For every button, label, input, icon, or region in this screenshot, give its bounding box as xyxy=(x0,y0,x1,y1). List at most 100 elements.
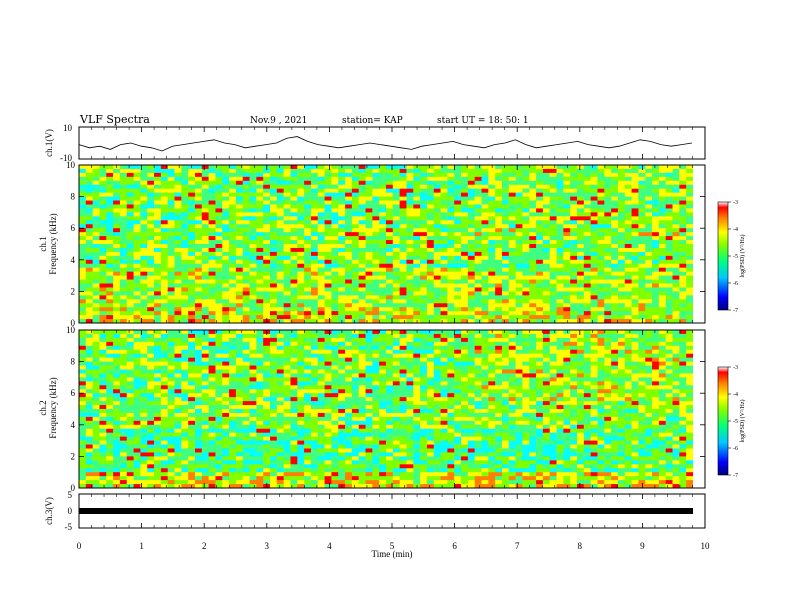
spectrogram-cell xyxy=(283,440,291,445)
spectrogram-cell xyxy=(392,180,401,186)
spectrogram-cell xyxy=(304,444,312,449)
spectrogram-cell xyxy=(365,212,373,217)
spectrogram-cell xyxy=(358,251,366,257)
spectrogram-cell xyxy=(249,172,257,178)
spectrogram-cell xyxy=(290,377,298,382)
spectrogram-cell xyxy=(577,311,585,316)
spectrogram-cell xyxy=(106,456,114,461)
spectrogram-cell xyxy=(106,299,114,304)
spectrogram-cell xyxy=(611,204,619,209)
spectrogram-cell xyxy=(501,244,510,249)
spectrogram-cell xyxy=(160,180,169,186)
spectrogram-cell xyxy=(652,319,660,324)
spectrogram-cell xyxy=(201,397,210,402)
spectrogram-cell xyxy=(399,267,407,273)
spectrogram-cell xyxy=(99,361,107,366)
spectrogram-cell xyxy=(447,192,455,197)
spectrogram-cell xyxy=(99,452,107,457)
spectrogram-cell xyxy=(92,472,100,477)
spectrogram-cell xyxy=(208,165,216,170)
spectrogram-cell xyxy=(304,271,312,276)
spectrogram-cell xyxy=(297,295,305,300)
spectrogram-cell xyxy=(399,176,407,182)
spectrogram-cell xyxy=(549,236,557,241)
spectrogram-cell xyxy=(420,303,428,308)
spectrogram-cell xyxy=(283,295,291,300)
spectrogram-cell xyxy=(297,369,305,374)
spectrogram-cell xyxy=(99,200,107,205)
spectrogram-cell xyxy=(638,263,646,269)
spectrogram-cell xyxy=(672,307,680,312)
spectrogram-cell xyxy=(222,420,230,426)
spectrogram-cell xyxy=(167,460,175,465)
spectrogram-cell xyxy=(222,180,230,186)
spectrogram-cell xyxy=(140,216,148,221)
spectrogram-cell xyxy=(92,228,100,233)
spectrogram-cell xyxy=(331,295,339,300)
spectrogram-cell xyxy=(386,244,394,249)
spectrogram-cell xyxy=(160,341,169,347)
spectrogram-cell xyxy=(433,247,441,253)
spectrogram-cell xyxy=(85,220,94,225)
spectrogram-cell xyxy=(113,377,121,382)
spectrogram-cell xyxy=(488,168,496,174)
spectrogram-cell xyxy=(270,200,278,205)
spectrogram-cell xyxy=(604,315,612,320)
spectrogram-cell xyxy=(638,303,646,308)
spectrogram-cell xyxy=(283,224,291,229)
spectrogram-cell xyxy=(99,184,107,190)
spectrogram-cell xyxy=(201,295,210,300)
spectrogram-cell xyxy=(290,401,298,406)
spectrogram-cell xyxy=(529,311,537,316)
spectrogram-cell xyxy=(99,283,107,288)
spectrogram-cell xyxy=(85,476,94,481)
spectrogram-cell xyxy=(256,460,264,465)
spectrogram-cell xyxy=(283,405,291,410)
spectrogram-cell xyxy=(433,228,441,233)
spectrogram-cell xyxy=(522,232,530,237)
spectrogram-cell xyxy=(297,184,305,190)
spectrogram-cell xyxy=(133,236,141,241)
spectrogram-cell xyxy=(638,196,646,201)
spectrogram-cell xyxy=(106,420,114,426)
spectrogram-cell xyxy=(358,287,366,292)
spectrogram-cell xyxy=(331,283,339,288)
spectrogram-cell xyxy=(590,255,598,261)
spectrogram-cell xyxy=(399,299,407,304)
spectrogram-cell xyxy=(290,204,298,209)
spectrogram-cell xyxy=(392,232,401,237)
spectrogram-cell xyxy=(249,224,257,229)
spectrogram-cell xyxy=(297,251,305,257)
spectrogram-cell xyxy=(79,165,87,170)
spectrogram-cell xyxy=(467,208,476,213)
spectrogram-cell xyxy=(426,247,435,253)
spectrogram-cell xyxy=(106,337,114,343)
spectrogram-cell xyxy=(229,420,237,426)
spectrogram-cell xyxy=(85,263,94,269)
spectrogram-cell xyxy=(270,361,278,366)
spectrogram-cell xyxy=(235,420,244,426)
spectrogram-cell xyxy=(447,251,455,257)
spectrogram-cell xyxy=(160,247,169,253)
spectrogram-cell xyxy=(672,259,680,265)
spectrogram-cell xyxy=(563,311,571,316)
spectrogram-cell xyxy=(590,240,598,245)
spectrogram-cell xyxy=(167,188,175,194)
spectrogram-cell xyxy=(194,204,203,209)
spectrogram-cell xyxy=(154,397,162,402)
spectrogram-cell xyxy=(351,319,360,324)
spectrogram-cell xyxy=(358,216,366,221)
spectrogram-cell xyxy=(106,389,114,394)
spectrogram-cell xyxy=(106,330,114,335)
spectrogram-cell xyxy=(194,200,203,205)
spectrogram-cell xyxy=(154,192,162,197)
spectrogram-cell xyxy=(242,369,250,374)
spectrogram-cell xyxy=(99,168,107,174)
spectrogram-cell xyxy=(215,303,223,308)
spectrogram-cell xyxy=(208,341,216,347)
spectrogram-cell xyxy=(222,484,230,489)
spectrogram-cell xyxy=(92,212,100,217)
spectrogram-cell xyxy=(126,464,134,469)
spectrogram-cell xyxy=(242,357,250,362)
spectrogram-cell xyxy=(467,267,476,273)
